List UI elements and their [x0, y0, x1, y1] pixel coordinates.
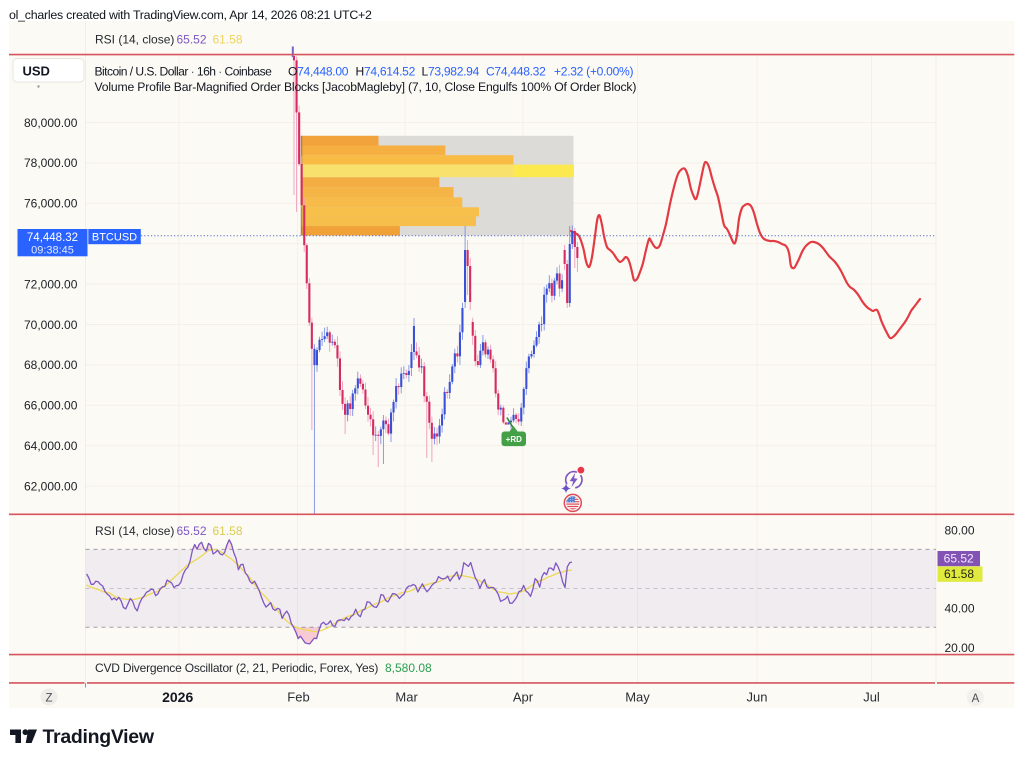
- svg-text:H74,614.52: H74,614.52: [356, 65, 416, 79]
- svg-text:Jun: Jun: [747, 690, 768, 705]
- svg-text:Jul: Jul: [863, 690, 880, 705]
- svg-text:68,000.00: 68,000.00: [24, 358, 78, 372]
- svg-text:65.52: 65.52: [944, 552, 974, 566]
- svg-text:Z: Z: [45, 692, 52, 704]
- svg-text:+RD: +RD: [506, 435, 522, 444]
- svg-text:62,000.00: 62,000.00: [24, 479, 78, 493]
- svg-text:78,000.00: 78,000.00: [24, 156, 78, 170]
- svg-text:O74,448.00: O74,448.00: [288, 65, 349, 79]
- svg-text:TradingView: TradingView: [43, 726, 155, 748]
- svg-text:80,000.00: 80,000.00: [24, 116, 78, 130]
- svg-text:Feb: Feb: [287, 690, 309, 705]
- svg-text:64,000.00: 64,000.00: [24, 439, 78, 453]
- svg-text:ol_charles created with Tradin: ol_charles created with TradingView.com,…: [9, 8, 372, 22]
- svg-text:+2.32 (+0.00%): +2.32 (+0.00%): [554, 65, 633, 79]
- svg-text:80.00: 80.00: [945, 524, 975, 538]
- svg-text:74,448.32: 74,448.32: [27, 232, 78, 244]
- svg-text:66,000.00: 66,000.00: [24, 399, 78, 413]
- svg-text:Apr: Apr: [513, 690, 534, 705]
- svg-text:L73,982.94: L73,982.94: [422, 65, 480, 79]
- svg-text:Bitcoin / U.S. Dollar · 16h ·: Bitcoin / U.S. Dollar · 16h · Coinbase: [95, 65, 273, 79]
- svg-text:20.00: 20.00: [945, 641, 975, 655]
- svg-text:A: A: [972, 693, 980, 705]
- svg-text:Mar: Mar: [395, 690, 418, 705]
- svg-text:Volume Profile Bar-Magnified O: Volume Profile Bar-Magnified Order Block…: [95, 80, 637, 94]
- svg-text:76,000.00: 76,000.00: [24, 197, 78, 211]
- svg-text:May: May: [625, 690, 650, 705]
- svg-text:72,000.00: 72,000.00: [24, 277, 78, 291]
- svg-text:61.58: 61.58: [944, 567, 974, 581]
- svg-text:RSI (14, close): RSI (14, close): [95, 524, 174, 538]
- svg-text:65.52: 65.52: [177, 524, 207, 538]
- svg-text:BTCUSD: BTCUSD: [92, 231, 137, 243]
- svg-text:70,000.00: 70,000.00: [24, 318, 78, 332]
- svg-text:C74,448.32: C74,448.32: [486, 65, 546, 79]
- svg-text:CVD Divergence Oscillator (2,: CVD Divergence Oscillator (2, 21, Period…: [95, 661, 378, 675]
- svg-text:61.58: 61.58: [213, 32, 243, 46]
- svg-text:61.58: 61.58: [213, 524, 243, 538]
- svg-text:USD: USD: [23, 64, 50, 79]
- svg-text:2026: 2026: [162, 689, 193, 705]
- svg-text:8,580.08: 8,580.08: [385, 661, 432, 675]
- svg-text:65.52: 65.52: [177, 32, 207, 46]
- svg-text:RSI (14, close): RSI (14, close): [95, 32, 174, 46]
- svg-text:09:38:45: 09:38:45: [31, 245, 74, 257]
- svg-text:40.00: 40.00: [945, 602, 975, 616]
